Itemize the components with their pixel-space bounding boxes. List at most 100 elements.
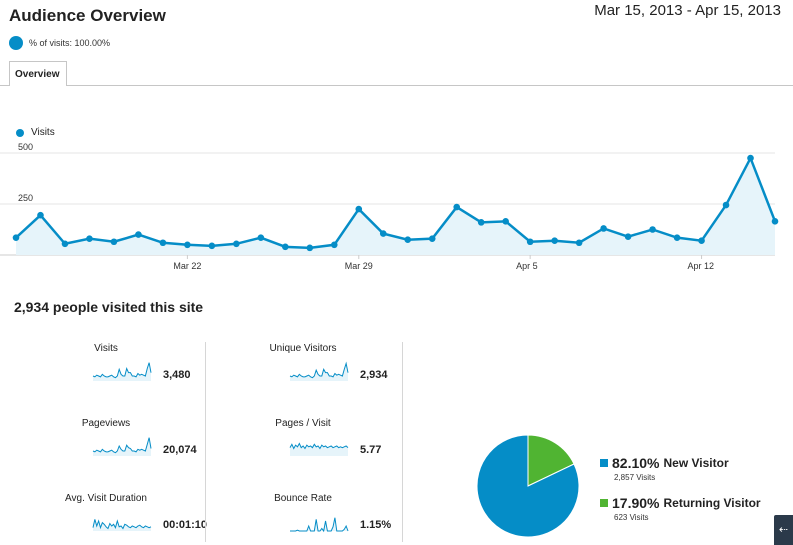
data-point[interactable] <box>502 218 509 225</box>
sparkline <box>289 361 349 381</box>
metric-value: 20,074 <box>163 444 197 456</box>
data-point[interactable] <box>551 237 558 245</box>
y-tick-label: 250 <box>18 193 33 203</box>
metric-unique-visitors[interactable]: Unique Visitors 2,934 <box>244 343 434 403</box>
metric-pages-per-visit[interactable]: Pages / Visit 5.77 <box>244 418 434 478</box>
metric-label: Pages / Visit <box>275 418 331 429</box>
data-point[interactable] <box>698 237 705 245</box>
legend-percentage: 17.90% <box>612 495 660 511</box>
pie-slice-returning-visitor[interactable] <box>527 434 575 487</box>
data-point[interactable] <box>673 234 681 241</box>
data-point[interactable] <box>61 240 69 248</box>
data-point[interactable] <box>233 240 240 248</box>
sparkline <box>289 442 349 456</box>
data-point[interactable] <box>453 203 461 211</box>
tab-overview[interactable]: Overview <box>9 61 67 86</box>
sparkline <box>290 517 349 533</box>
data-point[interactable] <box>624 233 632 240</box>
tab-divider <box>0 85 793 86</box>
data-point[interactable] <box>184 241 191 249</box>
metric-divider <box>205 342 206 542</box>
date-range-selector[interactable]: Mar 15, 2013 - Apr 15, 2013 <box>594 2 781 19</box>
sparkline <box>92 437 152 456</box>
legend-label: Visits <box>31 127 55 138</box>
sparkline-fill <box>290 443 348 456</box>
visitor-type-pie-chart[interactable] <box>476 434 580 538</box>
legend-name: New Visitor <box>663 456 729 470</box>
legend-dot-icon <box>16 128 24 137</box>
legend-percentage: 82.10% <box>612 455 660 471</box>
data-point[interactable] <box>330 241 338 249</box>
sparkline <box>92 362 152 381</box>
pie-legend-returning-visitor[interactable]: 17.90% Returning Visitor 623 Visits <box>600 495 761 522</box>
page-title: Audience Overview <box>9 6 166 25</box>
data-point[interactable] <box>428 235 436 242</box>
metric-visits[interactable]: Visits 3,480 <box>47 343 237 403</box>
x-tick-label: Apr 12 <box>688 261 715 271</box>
legend-swatch <box>600 459 608 467</box>
data-point[interactable] <box>208 242 216 250</box>
sparkline-line <box>92 437 152 454</box>
y-tick-label: 500 <box>18 142 33 152</box>
data-point[interactable] <box>355 205 363 213</box>
summary-title: 2,934 people visited this site <box>14 299 204 315</box>
data-point[interactable] <box>575 239 583 247</box>
sparkline-fill <box>93 519 151 531</box>
x-tick-label: Mar 22 <box>173 261 201 271</box>
legend-visits: 623 Visits <box>614 513 649 522</box>
legend-swatch <box>600 499 608 507</box>
metric-value: 1.15% <box>360 519 392 531</box>
sparkline-line <box>92 362 152 379</box>
pie-legend-new-visitor[interactable]: 82.10% New Visitor 2,857 Visits <box>600 455 729 482</box>
sparkline-fill <box>290 517 348 531</box>
series-line <box>15 155 777 250</box>
chart-legend[interactable]: Visits <box>16 127 55 138</box>
pie-slice-new-visitor[interactable] <box>476 434 580 538</box>
segment-label: % of visits: 100.00% <box>29 38 111 48</box>
metric-bounce-rate[interactable]: Bounce Rate 1.15% <box>244 493 434 545</box>
metric-label: Visits <box>94 343 118 354</box>
data-point[interactable] <box>86 235 93 242</box>
segment-indicator[interactable]: % of visits: 100.00% <box>9 36 110 50</box>
data-point[interactable] <box>477 219 485 226</box>
expand-icon[interactable]: ⇠ <box>774 515 793 545</box>
data-point[interactable] <box>526 238 534 246</box>
data-point[interactable] <box>379 230 387 237</box>
sparkline-fill <box>290 363 348 381</box>
data-point[interactable] <box>282 243 289 251</box>
metric-value: 2,934 <box>360 369 388 381</box>
data-point[interactable] <box>649 226 656 233</box>
metric-label: Bounce Rate <box>274 493 332 504</box>
metric-avg-visit-duration[interactable]: Avg. Visit Duration 00:01:10 <box>47 493 237 545</box>
sparkline-line <box>290 517 349 533</box>
visits-line-chart[interactable]: 500 250 Mar 22 Mar 29 Apr 5 Apr 12 <box>0 140 793 275</box>
data-point[interactable] <box>257 234 265 241</box>
sparkline-line <box>289 442 349 450</box>
data-point[interactable] <box>747 154 754 162</box>
metric-label: Pageviews <box>81 418 131 429</box>
data-point[interactable] <box>159 239 167 247</box>
data-point[interactable] <box>600 225 607 232</box>
sparkline-line <box>289 361 349 379</box>
x-tick-label: Apr 5 <box>516 261 538 271</box>
sparkline-fill <box>93 362 151 381</box>
segment-pie-icon <box>9 36 23 50</box>
legend-name: Returning Visitor <box>663 496 761 510</box>
data-point[interactable] <box>110 238 118 246</box>
data-point[interactable] <box>12 234 20 241</box>
metric-label: Avg. Visit Duration <box>65 493 147 504</box>
data-point[interactable] <box>404 236 412 243</box>
metric-label: Unique Visitors <box>269 343 337 354</box>
data-point[interactable] <box>135 231 142 238</box>
data-point[interactable] <box>722 201 730 209</box>
metric-pageviews[interactable]: Pageviews 20,074 <box>47 418 237 478</box>
sparkline-line <box>92 519 152 530</box>
metric-value: 00:01:10 <box>163 519 208 531</box>
sparkline <box>92 519 152 531</box>
data-point[interactable] <box>37 211 44 219</box>
area-fill <box>16 158 775 255</box>
metric-value: 3,480 <box>163 369 191 381</box>
x-tick-label: Mar 29 <box>345 261 373 271</box>
data-point[interactable] <box>771 218 779 225</box>
data-point[interactable] <box>306 244 314 252</box>
